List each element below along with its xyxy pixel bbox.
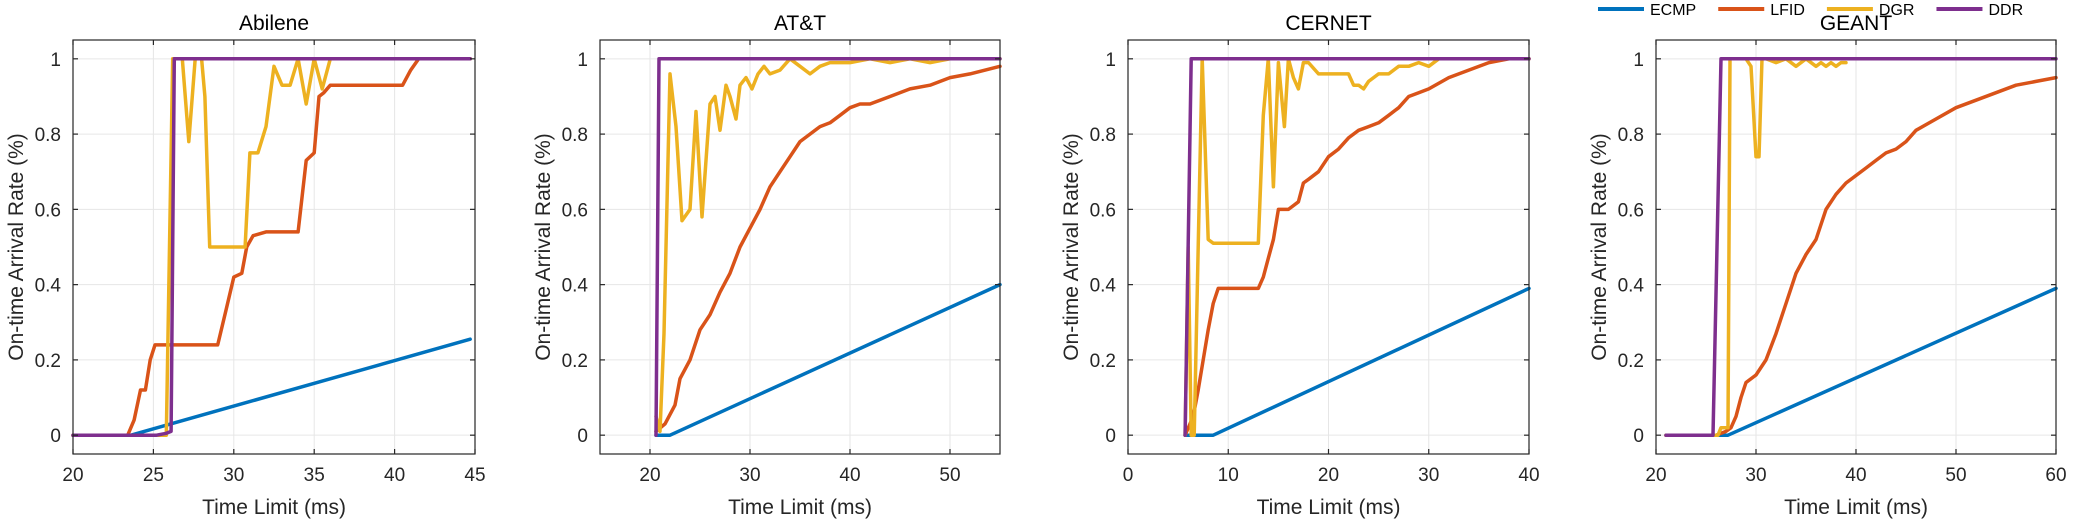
legend: ECMP LFID DGR DDR [1598,2,2023,19]
x-tick-label: 40 [384,465,405,486]
axes-frame [599,39,1001,455]
series-line-ecmp [654,282,1002,437]
chart-title: Abilene [239,12,309,35]
y-tick-label: 1 [1105,50,1116,71]
y-tick-label: 0 [50,426,61,447]
series-line-lfid [1664,75,2058,437]
y-tick-label: 0 [1633,426,1644,447]
plot-area [73,40,475,454]
series-line-dgr [1183,57,1531,437]
y-tick-label: 0.8 [35,125,61,146]
y-tick-label: 0.8 [1618,125,1644,146]
x-tick-label: 25 [143,465,164,486]
legend-label-ddr: DDR [1988,2,2023,19]
chart-title: GEANT [1820,12,1893,35]
y-tick-label: 0.6 [1618,200,1644,221]
y-tick-label: 0.6 [1090,200,1116,221]
y-axis-label: On-time Arrival Rate (%) [532,133,555,361]
y-tick-label: 0.2 [562,351,588,372]
x-tick-label: 30 [223,465,244,486]
chart-title: CERNET [1285,12,1372,35]
x-tick-label: 40 [1518,465,1539,486]
chart-2: 0 10 20 30 40 0 0.2 0.4 0.6 0.8 1 CERNET Time Limit … [1060,12,1540,519]
legend-label-lfid: LFID [1770,2,1805,19]
x-axis-label: Time Limit (ms) [202,496,346,519]
legend-label-dgr: DGR [1879,2,1915,19]
x-axis-label: Time Limit (ms) [1257,496,1401,519]
x-tick-label: 30 [1418,465,1439,486]
x-tick-label: 20 [1318,465,1339,486]
axes-frame [72,39,476,455]
chart-title: AT&T [774,12,826,35]
x-tick-label: 30 [1745,465,1766,486]
y-tick-label: 0.6 [562,200,588,221]
x-tick-label: 50 [1945,465,1966,486]
x-tick-label: 20 [639,465,660,486]
y-tick-label: 0 [1105,426,1116,447]
x-tick-label: 40 [1845,465,1866,486]
x-tick-label: 40 [839,465,860,486]
legend-label-ecmp: ECMP [1650,2,1696,19]
x-tick-label: 0 [1123,465,1134,486]
series-line-ddr [654,57,1002,437]
x-tick-label: 20 [62,465,83,486]
x-tick-label: 20 [1645,465,1666,486]
chart-3: 20 30 40 50 60 0 0.2 0.4 0.6 0.8 1 GEANT Time Limit … [1588,12,2067,519]
x-tick-label: 50 [939,465,960,486]
series-line-ddr [71,57,472,437]
x-tick-label: 45 [464,465,485,486]
y-tick-label: 0 [577,426,588,447]
x-axis-label: Time Limit (ms) [1784,496,1928,519]
y-tick-label: 0.6 [35,200,61,221]
x-tick-label: 10 [1218,465,1239,486]
x-tick-label: 35 [304,465,325,486]
y-tick-label: 0.4 [1090,276,1117,297]
series-line-lfid [1183,57,1531,437]
y-axis-label: On-time Arrival Rate (%) [1588,133,1611,361]
chart-0: 20 25 30 35 40 45 0 0.2 0.4 0.6 0.8 1 Abilene Time Li… [5,12,486,519]
x-axis-label: Time Limit (ms) [728,496,872,519]
y-tick-label: 0.4 [562,276,589,297]
y-tick-label: 0.4 [35,276,62,297]
y-tick-label: 1 [577,50,588,71]
y-tick-label: 0.8 [1090,125,1116,146]
series-line-ddr [1664,57,2058,437]
y-tick-label: 1 [1633,50,1644,71]
chart-1: 20 30 40 50 0 0.2 0.4 0.6 0.8 1 AT&T Time Limit (ms… [532,12,1002,519]
series-line-dgr [71,57,472,437]
y-tick-label: 0.2 [35,351,61,372]
y-tick-label: 0.2 [1090,351,1116,372]
y-tick-label: 0.8 [562,125,588,146]
x-tick-label: 60 [2045,465,2066,486]
y-tick-label: 1 [50,50,61,71]
y-axis-label: On-time Arrival Rate (%) [5,133,28,361]
y-tick-label: 0.2 [1618,351,1644,372]
series-line-lfid [654,64,1002,434]
y-axis-label: On-time Arrival Rate (%) [1060,133,1083,361]
series-line-ddr [1183,57,1531,437]
y-tick-label: 0.4 [1618,276,1645,297]
x-tick-label: 30 [739,465,760,486]
